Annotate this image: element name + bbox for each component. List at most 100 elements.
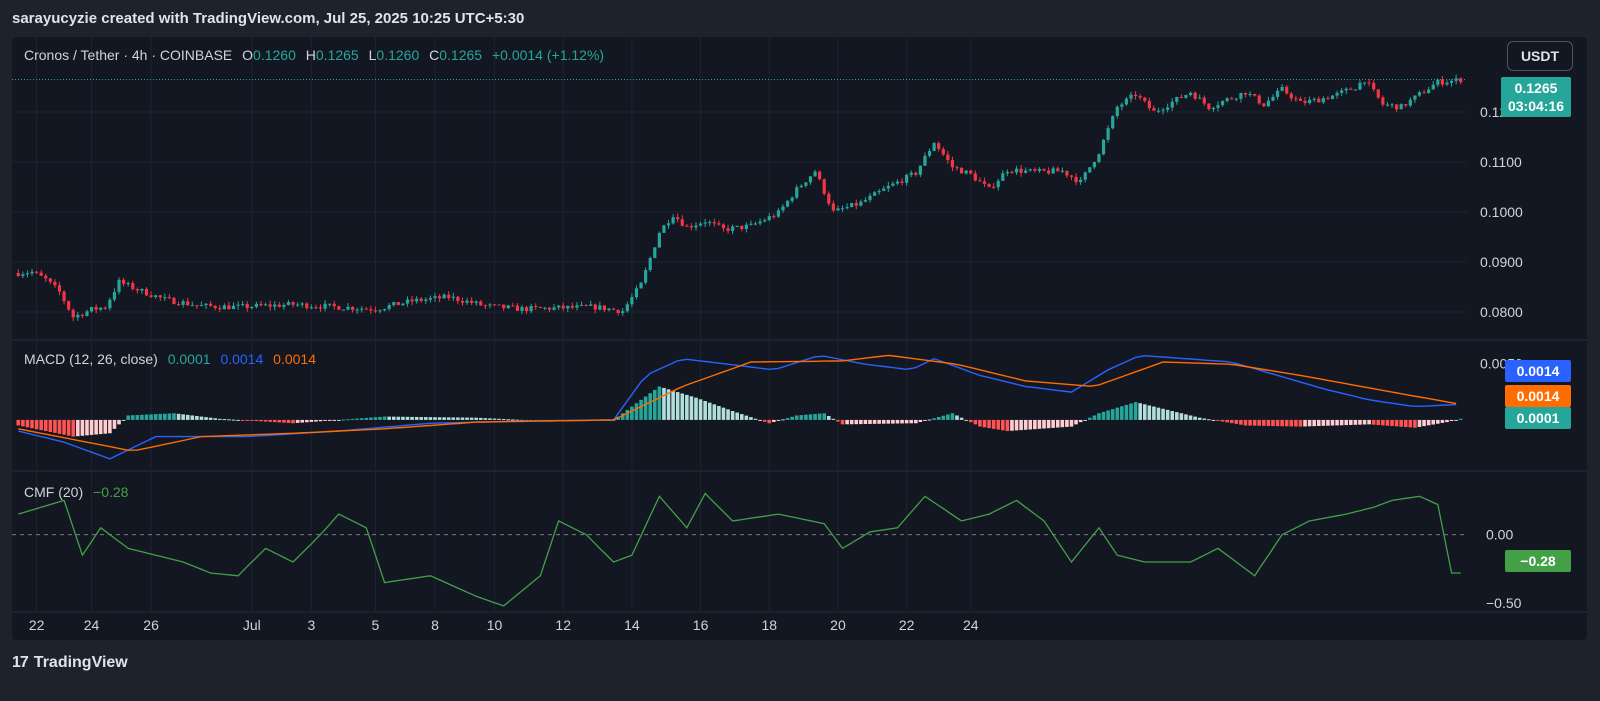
candle-body — [703, 222, 707, 224]
candle-body — [1422, 92, 1426, 94]
symbol-name[interactable]: Cronos / Tether · 4h · COINBASE — [24, 47, 233, 63]
macd-histogram-bar — [1248, 419, 1252, 426]
macd-histogram-bar — [34, 419, 39, 430]
macd-histogram-bar — [149, 414, 153, 420]
macd-histogram-bar — [991, 419, 996, 429]
open-label: O — [242, 47, 254, 63]
candle-body — [1037, 168, 1042, 171]
candle-body — [154, 295, 158, 298]
candle-body — [1330, 95, 1335, 100]
candle-body — [1115, 106, 1119, 117]
macd-histogram-bar — [1133, 402, 1138, 420]
candle-body — [671, 217, 675, 224]
candle-body — [630, 297, 634, 305]
macd-histogram-bar — [936, 416, 941, 420]
candle-body — [520, 307, 524, 311]
candle-body — [236, 304, 240, 306]
candle-body — [373, 310, 378, 312]
macd-histogram-bar — [300, 419, 304, 423]
candle-body — [273, 304, 277, 307]
candle-body — [378, 310, 382, 312]
macd-title[interactable]: MACD (12, 26, close) — [24, 351, 158, 367]
macd-histogram-bar — [391, 416, 396, 420]
candle-body — [195, 305, 199, 307]
currency-button[interactable]: USDT — [1507, 41, 1573, 71]
candle-body — [987, 183, 991, 187]
cmf-tag: −0.28 — [1505, 550, 1571, 572]
macd-histogram-bar — [76, 419, 80, 437]
chart-frame[interactable]: 0.08000.09000.10000.11000.1200222426Jul3… — [12, 37, 1587, 640]
macd-histogram-bar — [1019, 419, 1023, 431]
candle-body — [969, 170, 973, 174]
macd-histogram-bar — [163, 413, 167, 420]
candle-body — [16, 273, 20, 276]
macd-histogram-bar — [739, 414, 744, 420]
candle-body — [561, 305, 565, 309]
candle-body — [927, 150, 932, 156]
candle-body — [1019, 168, 1023, 173]
candle-body — [1454, 78, 1458, 81]
macd-histogram-bar — [1106, 410, 1110, 420]
chart-plot[interactable]: 0.08000.09000.10000.11000.1200222426Jul3… — [12, 37, 1587, 640]
candle-body — [259, 303, 263, 306]
candle-body — [1335, 92, 1339, 96]
candle-body — [1449, 80, 1454, 83]
candle-body — [1092, 161, 1096, 168]
macd-histogram-bar — [634, 403, 639, 420]
cmf-title[interactable]: CMF (20) — [24, 484, 84, 500]
candle-body — [350, 306, 355, 310]
candle-body — [465, 300, 469, 303]
candle-body — [231, 305, 236, 310]
candle-body — [589, 304, 593, 306]
candle-body — [1239, 92, 1243, 99]
candle-body — [1129, 94, 1133, 99]
footer-brand[interactable]: 17 TradingView — [12, 654, 128, 672]
macd-histogram-bar — [1051, 419, 1055, 428]
macd-histogram-bar — [1252, 419, 1257, 426]
signal-line — [18, 354, 1457, 451]
macd-histogram-bar — [401, 416, 405, 420]
macd-histogram-bar — [314, 419, 318, 422]
candle-body — [314, 307, 318, 309]
candle-body — [644, 270, 648, 283]
candle-body — [598, 305, 602, 310]
macd-line-value: 0.0014 — [220, 351, 264, 367]
candle-body — [360, 308, 364, 310]
candle-body — [1294, 98, 1298, 100]
candle-body — [447, 294, 451, 298]
macd-histogram-bar — [1403, 419, 1408, 428]
macd-histogram-bar — [414, 416, 419, 420]
macd-histogram-bar — [822, 413, 827, 420]
macd-histogram-bar — [387, 416, 391, 420]
macd-histogram-bar — [1275, 419, 1280, 427]
macd-histogram-bar — [1408, 419, 1413, 428]
candle-body — [731, 226, 735, 231]
macd-histogram-bar — [859, 419, 863, 425]
candle-body — [621, 311, 625, 314]
candle-body — [346, 306, 350, 310]
candle-body — [437, 296, 442, 299]
macd-histogram-bar — [781, 419, 785, 421]
macd-histogram-bar — [469, 417, 474, 420]
macd-histogram-bar — [451, 417, 456, 420]
macd-histogram-bar — [662, 387, 666, 420]
candle-body — [795, 187, 799, 198]
candle-body — [1088, 167, 1092, 173]
macd-histogram-bar — [263, 419, 268, 422]
candle-body — [1440, 79, 1444, 85]
macd-histogram-bar — [1179, 413, 1184, 420]
macd-histogram-bar — [794, 415, 799, 420]
candle-body — [209, 303, 213, 306]
candle-body — [144, 288, 149, 296]
macd-histogram-bar — [39, 419, 43, 431]
candle-body — [584, 304, 588, 306]
macd-histogram-bar — [382, 416, 387, 420]
candle-body — [1312, 98, 1316, 100]
macd-histogram-bar — [126, 415, 130, 420]
candle-body — [685, 225, 689, 227]
macd-histogram-bar — [318, 419, 323, 422]
macd-histogram-bar — [1220, 419, 1225, 422]
candle-body — [872, 192, 877, 196]
candle-body — [277, 304, 281, 307]
macd-histogram-bar — [1449, 419, 1454, 422]
